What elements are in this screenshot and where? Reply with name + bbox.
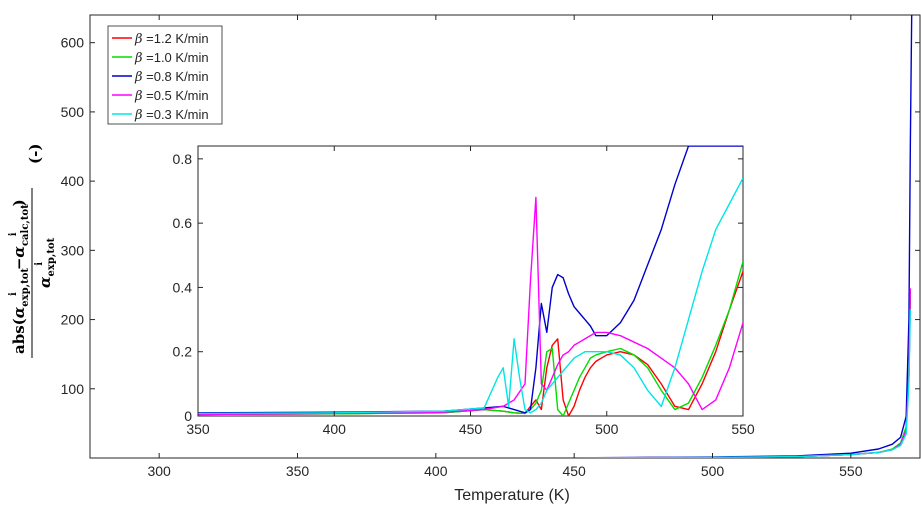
main-x-tick-label: 500	[701, 463, 725, 479]
inset-y-tick-label: 0.6	[173, 215, 193, 231]
main-x-tick-label: 350	[286, 463, 310, 479]
inset-y-tick-label: 0.8	[173, 151, 193, 167]
y-label-exp-sup: i	[8, 292, 19, 296]
inset-y-axis: 0 0.2 0.4 0.6 0.8	[173, 151, 743, 424]
legend-box	[107, 25, 223, 125]
main-series-group	[173, 15, 913, 458]
y-label-calc-sub: calc,tot	[20, 204, 31, 246]
main-y-tick-label: 200	[61, 312, 85, 328]
legend-symbol: β	[134, 108, 143, 123]
y-label-exp-sub: exp,tot	[20, 268, 31, 307]
main-y-tick-label: 300	[61, 242, 85, 258]
inset-plot-box	[197, 145, 744, 417]
main-x-tick-label: 450	[562, 463, 586, 479]
legend-label: β =1.2 K/min	[134, 31, 209, 47]
y-label-prefix: abs(	[10, 318, 28, 354]
legend-symbol: β	[134, 89, 143, 104]
main-y-tick-label: 500	[61, 104, 85, 120]
y-label-calc-sup: i	[8, 232, 19, 236]
legend-label: β =0.3 K/min	[134, 107, 209, 123]
inset-series-line-1	[198, 261, 743, 416]
y-label-denominator-sup: i	[34, 262, 45, 266]
y-axis-label: abs(αexp,toti−αcalc,toti) αexp,toti (-)	[8, 144, 57, 358]
inset-y-tick-label: 0.4	[173, 279, 193, 295]
main-y-tick-label: 600	[61, 35, 85, 51]
inset-series-line-2	[198, 146, 743, 414]
y-label-alpha-denominator: α	[36, 276, 54, 288]
legend-label: β =0.8 K/min	[134, 69, 209, 85]
legend-text: =1.2 K/min	[143, 31, 209, 46]
x-axis-label: Temperature (K)	[454, 487, 570, 504]
y-label-unit: (-)	[26, 144, 44, 164]
inset-x-axis: 350 400 450 500 550	[186, 146, 755, 437]
legend-symbol: β	[134, 51, 143, 66]
inset-series-line-4	[198, 177, 743, 415]
inset-x-tick-label: 400	[323, 421, 347, 437]
inset-series-group	[198, 146, 743, 416]
inset-y-tick-label: 0	[184, 408, 192, 424]
y-label-minus: −	[10, 258, 28, 271]
main-y-axis: 100 200 300 400 500 600	[61, 35, 920, 397]
legend-symbol: β	[134, 32, 143, 47]
y-label-denominator-sub: exp,tot	[46, 237, 57, 276]
legend-text: =0.8 K/min	[143, 69, 209, 84]
main-y-tick-label: 400	[61, 173, 85, 189]
inset-x-tick-label: 350	[186, 421, 210, 437]
legend-label: β =1.0 K/min	[134, 50, 209, 66]
inset-x-tick-label: 500	[595, 421, 619, 437]
main-series-line-4	[173, 309, 912, 458]
y-label-alpha-exp: α	[10, 306, 28, 318]
legend-text: =1.0 K/min	[143, 50, 209, 65]
main-x-tick-label: 400	[424, 463, 448, 479]
legend-symbol: β	[134, 70, 143, 85]
main-x-tick-label: 550	[839, 463, 863, 479]
svg-text:αexp,toti: αexp,toti	[34, 237, 57, 288]
y-label-alpha-calc: α	[10, 246, 28, 258]
inset-axes: 350 400 450 500 550 0 0.2 0.4 0.6 0.8	[173, 145, 755, 437]
legend-text: =0.3 K/min	[143, 107, 209, 122]
legend-text: =0.5 K/min	[143, 88, 209, 103]
legend-label: β =0.5 K/min	[134, 88, 209, 104]
inset-y-tick-label: 0.2	[173, 344, 193, 360]
main-y-tick-label: 100	[61, 381, 85, 397]
inset-x-tick-label: 550	[731, 421, 755, 437]
inset-x-tick-label: 450	[459, 421, 483, 437]
main-x-axis: 300 350 400 450 500 550	[147, 15, 863, 479]
y-label-close: )	[10, 199, 28, 206]
svg-text:abs(αexp,toti−αcalc,toti): abs(αexp,toti−αcalc,toti)	[8, 199, 31, 354]
main-x-tick-label: 300	[147, 463, 171, 479]
